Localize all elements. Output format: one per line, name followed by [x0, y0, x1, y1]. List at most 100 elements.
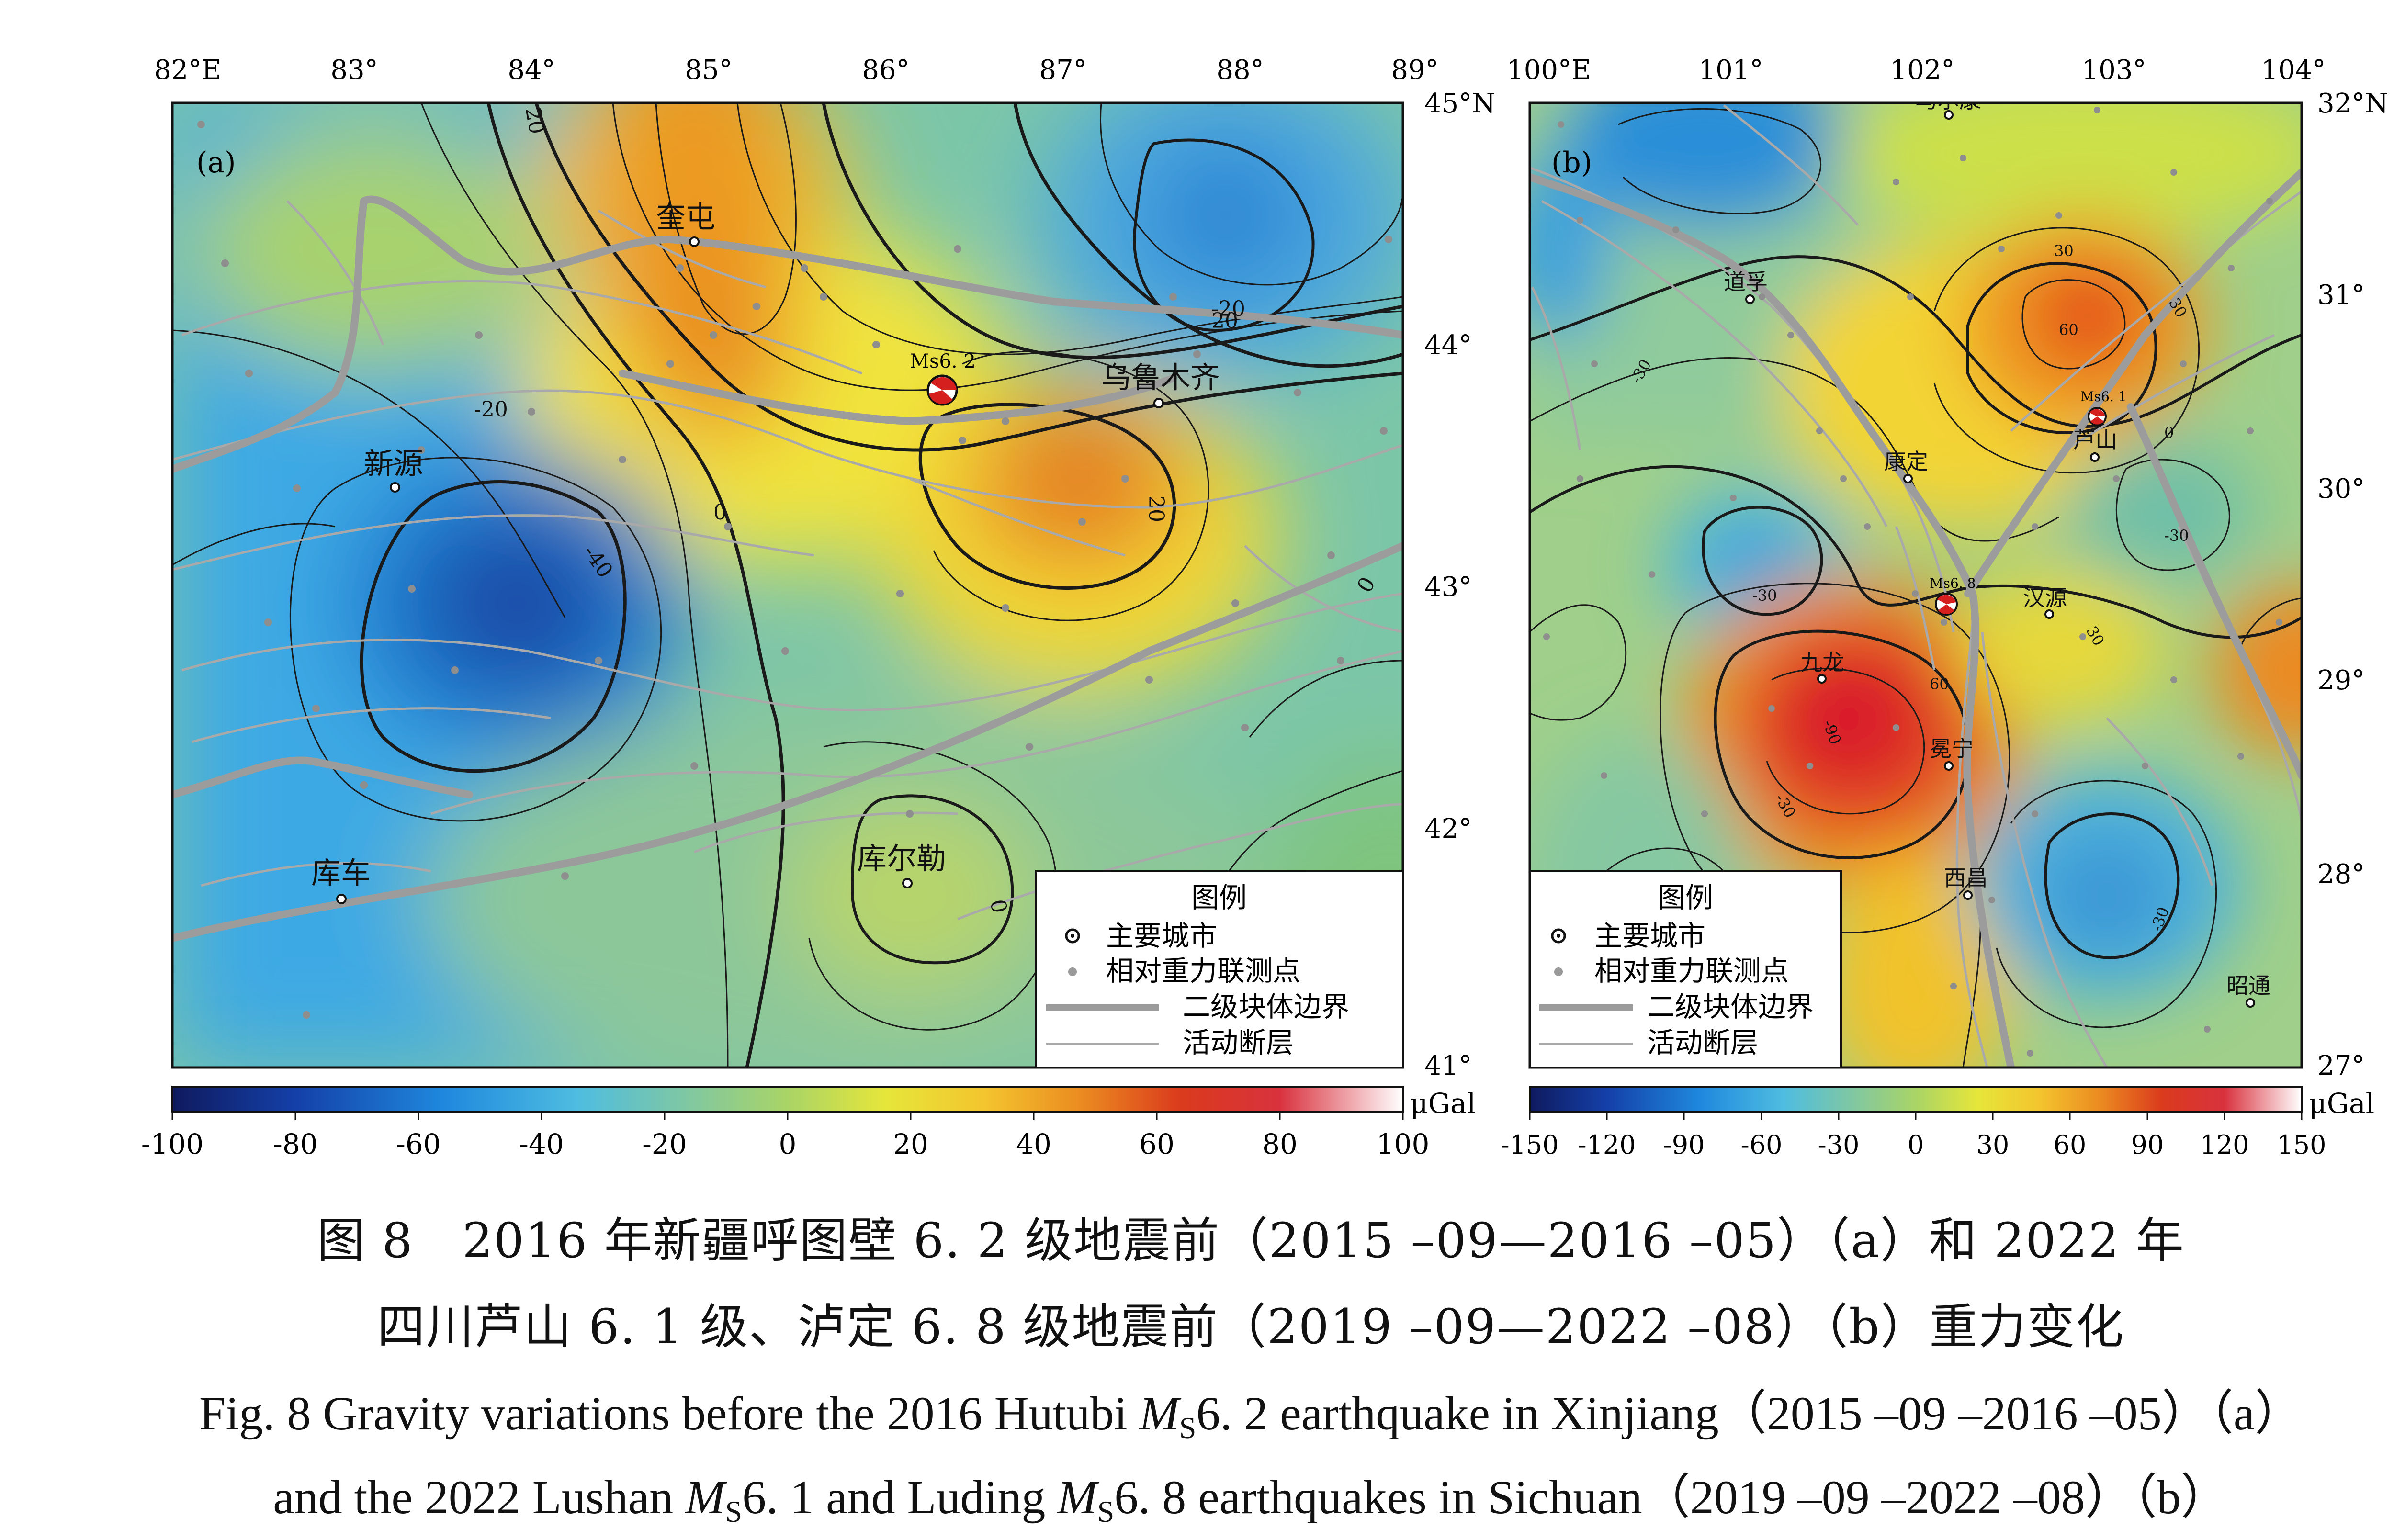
colorbar-tick-label: 0	[1908, 1130, 1924, 1160]
contour-label: -30	[2164, 527, 2189, 545]
earthquake-label: Ms6. 8	[1930, 575, 1976, 591]
lon-tick: 86°	[862, 55, 909, 86]
colorbar-tick-label: -150	[1501, 1130, 1558, 1160]
map-a-survey-points	[197, 121, 1392, 1019]
colorbar-tick-label: 20	[893, 1128, 928, 1160]
legend-item: 活动断层	[1183, 1026, 1294, 1059]
contour-label: 0	[2164, 424, 2174, 442]
caption-en-text: 6. 2 earthquake in Xinjiang（2015 –09 –20…	[1196, 1387, 2303, 1440]
legend-item: 主要城市	[1594, 920, 1705, 952]
map-a-frame	[171, 101, 1404, 1069]
colorbar-ticks	[1529, 1112, 2303, 1120]
lat-tick: 45°N	[1424, 88, 1495, 119]
caption-en-text: Fig. 8 Gravity variations before the 201…	[199, 1387, 1140, 1440]
city-marker	[2246, 998, 2255, 1008]
colorbar-tick-label: 100	[1377, 1128, 1430, 1160]
caption-zh-line-1: 图 8 2016 年新疆呼图壁 6. 2 级地震前（2015 –09—2016 …	[0, 1202, 2394, 1271]
city-label: 新源	[364, 446, 423, 481]
contour-label: 20	[1211, 309, 1238, 333]
lat-tick: 42°	[1424, 813, 1472, 844]
city-label: 康定	[1884, 449, 1928, 474]
city-label: 马尔康	[1915, 87, 1981, 113]
lon-tick: 87°	[1039, 55, 1086, 86]
lat-tick: 41°	[1424, 1050, 1472, 1081]
colorbar-tick-label: -120	[1578, 1130, 1636, 1160]
colorbar-tick-label: -60	[1741, 1130, 1783, 1160]
colorbar-tick-label: -60	[396, 1128, 440, 1160]
map-a-lon-labels: 82°E 83° 84° 85° 86° 87° 88° 89°	[154, 55, 1439, 86]
city-marker	[1903, 474, 1913, 483]
map-b-earthquake-beachball-luding	[1935, 593, 1958, 616]
magnitude-subscript: S	[725, 1495, 743, 1529]
city-label: 道孚	[1724, 269, 1768, 295]
caption-en-line-2: and the 2022 Lushan MS6. 1 and Luding MS…	[0, 1458, 2394, 1529]
legend-title: 图例	[1191, 881, 1247, 914]
city-label: 库尔勒	[857, 841, 946, 876]
map-b-lat-labels: 32°N 31° 30° 29° 28° 27°	[2317, 88, 2388, 1081]
contour-label: 30	[2054, 242, 2074, 260]
map-a-city-labels: 奎屯 乌鲁木齐 新源 库车 库尔勒	[311, 200, 1220, 890]
city-label: 九龙	[1800, 650, 1844, 675]
colorbar-tick-label: 120	[2200, 1130, 2249, 1160]
city-label: 库车	[311, 855, 371, 890]
map-a-block-boundaries	[172, 195, 1403, 942]
magnitude-symbol: M	[1139, 1387, 1179, 1440]
city-label: 芦山	[2073, 427, 2117, 453]
map-a: 82°E 83° 84° 85° 86° 87° 88° 89° 45°N 44…	[141, 55, 1495, 1160]
city-marker	[1944, 110, 1954, 120]
city-label: 冕宁	[1930, 736, 1974, 762]
city-marker	[902, 878, 913, 888]
map-b-lon-labels: 100°E 101° 102° 103° 104°	[1507, 55, 2326, 86]
contour-label: 60	[2059, 321, 2078, 339]
colorbar-tick-label: 0	[779, 1128, 797, 1160]
contour-label: 0	[713, 500, 727, 525]
legend-item: 相对重力联测点	[1594, 955, 1789, 987]
lon-tick: 89°	[1391, 55, 1438, 86]
legend-item: 活动断层	[1647, 1026, 1758, 1059]
map-b-contours	[1530, 108, 2302, 1068]
colorbar-unit: μGal	[1410, 1087, 1476, 1120]
legend-item: 二级块体边界	[1183, 990, 1349, 1023]
magnitude-symbol: M	[685, 1471, 725, 1524]
lon-tick: 103°	[2082, 55, 2146, 86]
colorbar-tick-label: -30	[1818, 1130, 1860, 1160]
survey-point-icon	[1068, 967, 1077, 976]
lon-tick: 82°E	[154, 55, 221, 86]
lon-tick: 100°E	[1507, 55, 1591, 86]
magnitude-subscript: S	[1097, 1495, 1115, 1529]
map-a-gravity-field	[172, 103, 1403, 1068]
map-b-legend: 图例 主要城市 相对重力联测点 二级块体边界 活动断层	[1529, 870, 1842, 1068]
magnitude-subscript: S	[1179, 1411, 1197, 1445]
lat-tick: 27°	[2317, 1050, 2365, 1081]
lat-tick: 30°	[2317, 473, 2365, 505]
lon-tick: 101°	[1699, 55, 1763, 86]
map-b-frame	[1528, 101, 2303, 1069]
contour-label: -20	[1211, 297, 1245, 321]
caption-en-text: and the 2022 Lushan	[273, 1471, 686, 1524]
colorbar-tick-label: 60	[1139, 1128, 1174, 1160]
city-marker	[2090, 452, 2100, 462]
lat-tick: 28°	[2317, 859, 2365, 890]
contour-label: 20	[1144, 495, 1168, 522]
lon-tick: 102°	[1890, 55, 1955, 86]
colorbar-tick-label: 150	[2277, 1130, 2326, 1160]
city-marker	[1817, 674, 1827, 684]
city-label: 昭通	[2226, 973, 2270, 999]
colorbar-tick-label: -40	[519, 1128, 564, 1160]
map-b-colorbar: -150 -120 -90 -60 -30 0 30 60 90 120 150…	[1501, 1086, 2374, 1160]
lon-tick: 84°	[508, 55, 555, 86]
caption-zh-line-2: 四川芦山 6. 1 级、泸定 6. 8 级地震前（2019 –09—2022 –…	[0, 1288, 2394, 1357]
caption-en-text: 6. 8 earthquakes in Sichuan（2019 –09 –20…	[1114, 1471, 2229, 1524]
map-a-cities	[336, 236, 1164, 904]
legend-title: 图例	[1658, 881, 1713, 914]
panel-label: (a)	[196, 146, 236, 180]
lat-tick: 43°	[1424, 572, 1472, 603]
colorbar-tick-label: -90	[1663, 1130, 1705, 1160]
caption-zh-text-1: 2016 年新疆呼图壁 6. 2 级地震前（2015 –09—2016 –05）…	[462, 1213, 2185, 1269]
colorbar-unit: μGal	[2309, 1087, 2374, 1120]
legend-item: 相对重力联测点	[1106, 955, 1300, 987]
survey-point-icon	[1554, 967, 1563, 976]
colorbar-tick-label: -100	[141, 1128, 203, 1160]
map-a-active-faults	[172, 200, 1403, 921]
lat-tick: 44°	[1424, 330, 1472, 361]
